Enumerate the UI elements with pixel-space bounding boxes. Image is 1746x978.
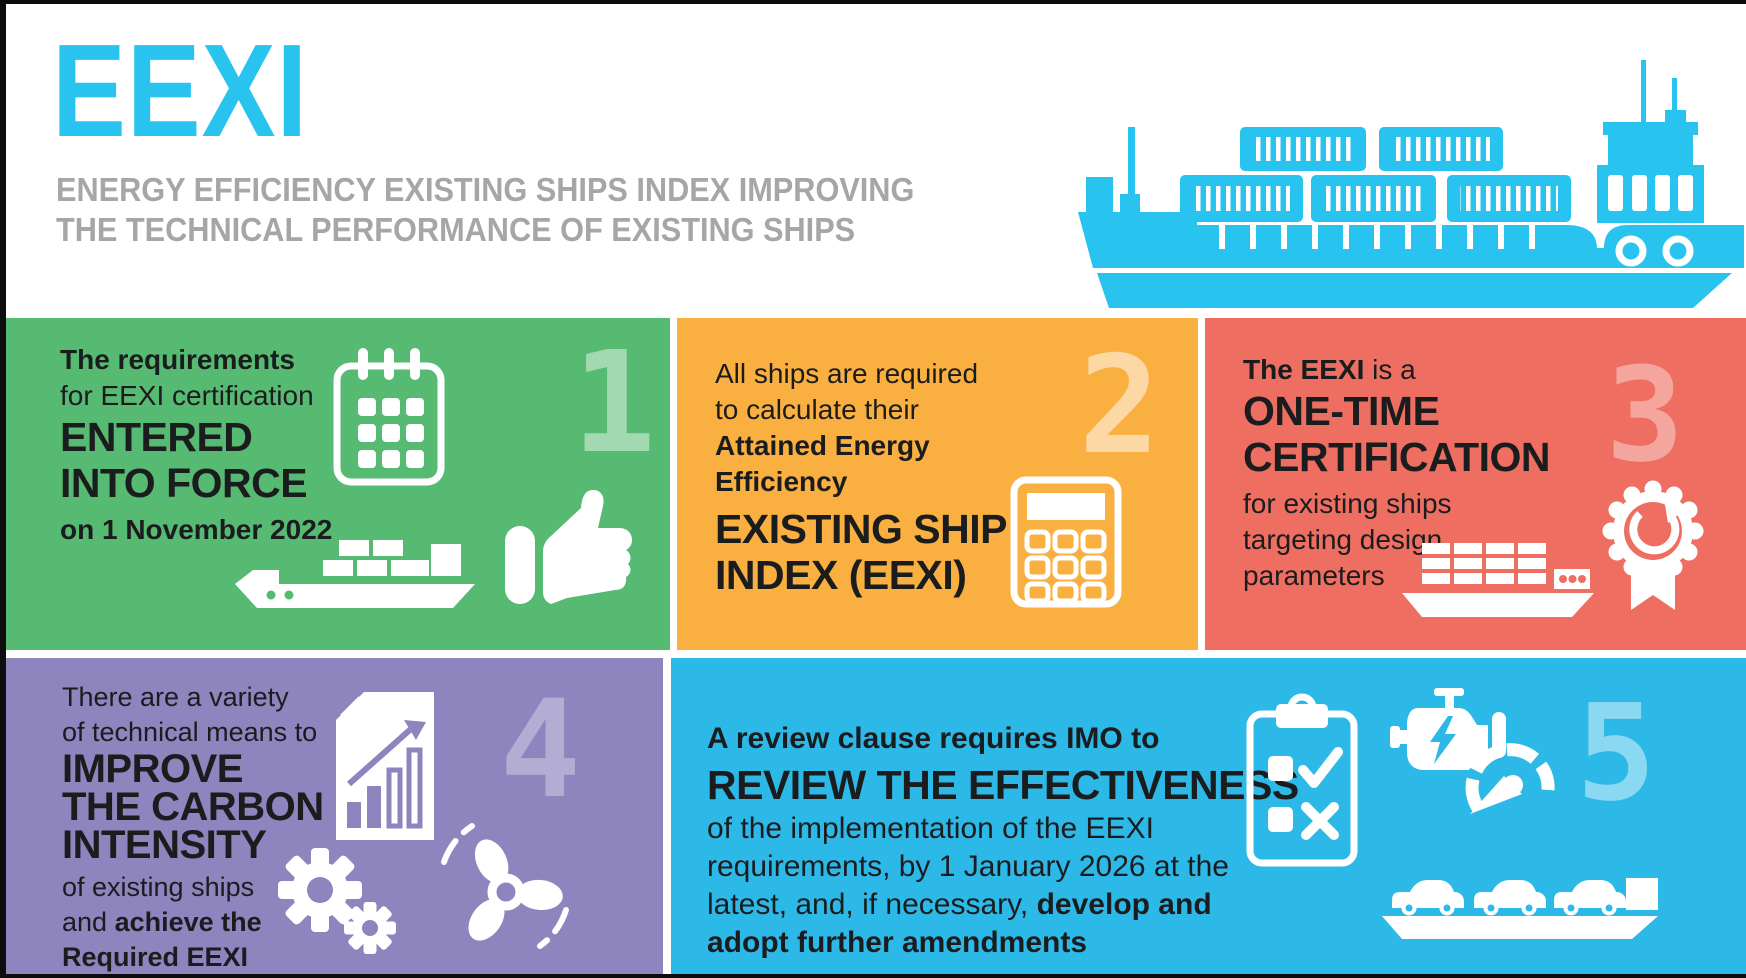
propeller-icon: [441, 823, 569, 949]
text-line: CERTIFICATION: [1243, 434, 1551, 480]
text-line: to calculate their: [715, 394, 919, 425]
text-line: Efficiency: [715, 466, 848, 497]
text-line: EXISTING SHIP: [715, 506, 1007, 552]
text-line: IMPROVE: [62, 747, 243, 791]
subtitle-line-2: THE TECHNICAL PERFORMANCE OF EXISTING SH…: [56, 211, 856, 248]
panel-5-text: A review clause requires IMO to REVIEW T…: [707, 718, 1299, 962]
panel-attained-eexi: 2 All ships are required to calculate th…: [677, 318, 1198, 650]
text-line: There are a variety: [62, 682, 289, 712]
text-segment: latest, and, if necessary,: [707, 888, 1037, 921]
engine-icon: [1390, 688, 1506, 770]
cargo-ship-illustration-icon: [1078, 60, 1744, 308]
page-border-top: [0, 0, 1746, 4]
page-border-left: [0, 0, 6, 978]
text-segment: develop and: [1036, 888, 1212, 921]
text-line: targeting design: [1243, 524, 1443, 555]
text-line: ENTERED: [60, 414, 253, 460]
subtitle-line-1: ENERGY EFFICIENCY EXISTING SHIPS INDEX I…: [56, 171, 915, 208]
text-line: parameters: [1243, 560, 1385, 591]
page-title: EEXI: [52, 17, 309, 164]
text-line: of technical means to: [62, 717, 318, 747]
panel-2-text: All ships are required to calculate thei…: [715, 356, 1007, 598]
text-line: and achieve the: [62, 905, 324, 940]
text-line: The requirements: [60, 344, 295, 375]
panel-improve-carbon-intensity: 4 There are a variety of technical means…: [6, 658, 663, 974]
panel-review-clause: 5 A review clause requires IMO to REVIEW…: [671, 658, 1746, 974]
text-segment: and: [62, 907, 115, 937]
gears-icon: [278, 848, 396, 954]
text-line: INTO FORCE: [60, 460, 308, 506]
step-number-5: 5: [1575, 677, 1656, 831]
text-line: The EEXI is a: [1243, 352, 1550, 388]
chart-document-icon: [336, 692, 434, 840]
car-carrier-ship-icon: [1382, 878, 1658, 939]
container-ship-icon: [1402, 543, 1594, 617]
certificate-badge-icon: [1602, 480, 1704, 610]
step-number-2: 2: [1078, 327, 1160, 484]
calculator-icon: [1010, 476, 1122, 608]
text-line: Attained Energy: [715, 430, 930, 461]
thumbs-up-icon: [505, 490, 632, 604]
text-line: for EEXI certification: [60, 380, 314, 411]
text-line: adopt further amendments: [707, 926, 1088, 959]
text-segment: is a: [1364, 354, 1416, 385]
text-line: THE CARBON: [62, 785, 324, 829]
panel-one-time-certification: 3 The EEXI is a ONE-TIME CERTIFICATION f…: [1205, 318, 1746, 650]
text-line: Required EEXI: [62, 942, 249, 972]
page-subtitle: ENERGY EFFICIENCY EXISTING SHIPS INDEX I…: [56, 170, 914, 250]
text-segment: achieve the: [114, 907, 262, 937]
text-line: INTENSITY: [62, 823, 267, 867]
text-line: INDEX (EEXI): [715, 552, 967, 598]
panel-entered-into-force: 1 The requirements for EEXI certificatio…: [6, 318, 670, 650]
text-line: latest, and, if necessary, develop and: [707, 886, 1299, 924]
page-border-bottom: [0, 974, 1746, 978]
text-line: for existing ships: [1243, 488, 1452, 519]
text-line: REVIEW THE EFFECTIVENESS: [707, 762, 1299, 808]
text-line: A review clause requires IMO to: [707, 722, 1160, 755]
text-line: on 1 November 2022: [60, 514, 333, 545]
panel-3-text: The EEXI is a ONE-TIME CERTIFICATION for…: [1243, 352, 1551, 594]
step-number-4: 4: [499, 671, 581, 828]
gauge-icon: [1465, 743, 1555, 814]
text-line: requirements, by 1 January 2026 at the: [707, 850, 1229, 883]
text-line: of the implementation of the EEXI: [707, 812, 1154, 845]
calendar-icon: [333, 348, 445, 486]
panel-4-text: There are a variety of technical means t…: [62, 680, 324, 974]
text-line: ONE-TIME: [1243, 388, 1440, 434]
clipboard-checklist-icon: [1246, 693, 1358, 867]
panel-1-text: The requirements for EEXI certification …: [60, 342, 332, 548]
step-number-1: 1: [571, 322, 656, 485]
text-line: All ships are required: [715, 358, 979, 389]
text-segment: The EEXI: [1243, 354, 1365, 385]
step-number-3: 3: [1605, 339, 1684, 491]
text-line: of existing ships: [62, 872, 255, 902]
cargo-ship-icon: [235, 540, 475, 608]
